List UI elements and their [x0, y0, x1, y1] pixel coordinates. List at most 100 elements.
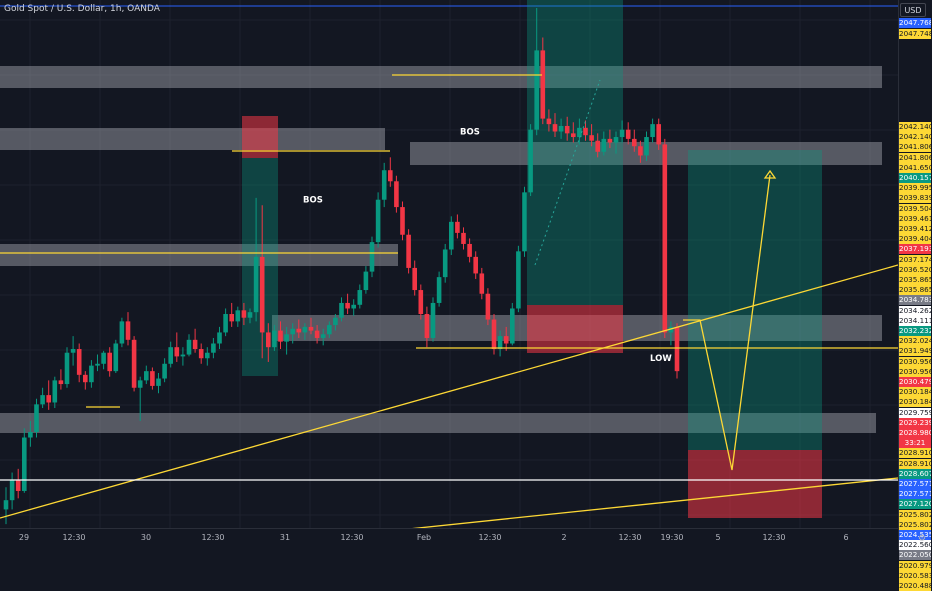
zone-box	[0, 413, 876, 433]
candle-body	[192, 339, 198, 350]
candle-body	[217, 332, 222, 344]
candle-body	[272, 330, 277, 348]
price-tag: 2029.239	[899, 417, 931, 428]
candle-body	[473, 256, 478, 274]
candle-body	[388, 170, 393, 182]
candle-body	[418, 290, 424, 315]
price-tag: 2027.571	[899, 489, 931, 500]
candle-body	[491, 319, 497, 350]
price-tag: 2028.980	[899, 428, 931, 439]
projection-path	[683, 174, 771, 471]
time-tick: 12:30	[762, 533, 786, 542]
time-tick: 6	[843, 533, 849, 542]
candle-body	[180, 354, 186, 357]
candle-body	[662, 144, 668, 333]
candle-body	[406, 234, 411, 268]
candle-body	[241, 310, 247, 318]
candle-body	[107, 352, 112, 372]
settings-icon[interactable]: ⚙	[918, 534, 927, 544]
trendline	[0, 264, 898, 519]
candle-body	[632, 138, 637, 147]
candle-body	[412, 267, 417, 291]
price-tag: 2028.607	[899, 468, 931, 479]
candle-body	[89, 365, 94, 383]
time-tick: 2	[561, 533, 567, 542]
candle-body	[296, 328, 302, 333]
time-tick: 12:30	[618, 533, 642, 542]
candle-body	[656, 124, 661, 145]
candle-body	[357, 290, 363, 305]
candle-body	[327, 325, 332, 335]
price-tag: 2030.956	[899, 366, 931, 377]
candle-body	[15, 479, 21, 491]
price-tag: 2042.140	[899, 122, 931, 133]
price-tag: 2027.120	[899, 499, 931, 510]
currency-label[interactable]: USD	[900, 3, 926, 17]
candle-body	[308, 326, 314, 331]
candle-body	[83, 374, 88, 383]
candle-body	[339, 302, 344, 318]
arrow-head	[763, 169, 777, 179]
candle-body	[223, 314, 228, 333]
annotation-label: BOS	[303, 196, 323, 206]
candle-body	[485, 293, 491, 320]
candle-body	[247, 312, 253, 318]
candle-body	[522, 192, 527, 252]
time-tick: 19:30	[660, 533, 684, 542]
candle-body	[510, 308, 515, 344]
price-tag: 2020.979	[899, 560, 931, 571]
candle-body	[479, 273, 485, 294]
zone-box	[688, 150, 822, 450]
price-tag: 2041.806	[899, 142, 931, 153]
candle-body	[28, 431, 33, 438]
price-tag: 2034.262	[899, 305, 931, 316]
price-tag: 2035.865	[899, 275, 931, 286]
price-chart[interactable]: BOS BOS LOW	[0, 0, 898, 528]
price-tag: 2027.571	[899, 479, 931, 490]
candle-body	[40, 395, 45, 405]
candle-body	[198, 349, 204, 359]
candle-body	[400, 207, 405, 235]
candle-body	[436, 277, 442, 303]
price-tag: 2047.768	[899, 18, 931, 29]
time-tick: 12:30	[62, 533, 86, 542]
candle-body	[558, 125, 564, 132]
candle-body	[34, 404, 39, 432]
price-tag: 33:21	[899, 438, 931, 449]
price-tag: 2030.184	[899, 387, 931, 398]
price-tag: 2039.839	[899, 193, 931, 204]
candle-body	[162, 363, 167, 379]
candle-body	[58, 380, 64, 385]
time-axis[interactable]	[0, 528, 898, 551]
price-tag: 2032.232	[899, 326, 931, 337]
candle-body	[442, 249, 448, 278]
candle-body	[9, 479, 15, 501]
candle-body	[211, 343, 216, 353]
candle-body	[583, 127, 588, 136]
price-tag: 2030.479	[899, 377, 931, 388]
candle-body	[668, 326, 674, 333]
candle-body	[516, 251, 521, 309]
zone-box	[242, 116, 278, 158]
candle-body	[430, 302, 436, 338]
time-tick: 30	[140, 533, 152, 542]
annotation-label: LOW	[650, 354, 672, 364]
price-tag: 2034.111	[899, 315, 931, 326]
candle-body	[546, 118, 552, 125]
candle-body	[351, 304, 356, 309]
candle-body	[674, 326, 680, 372]
price-tag: 2039.404	[899, 234, 931, 245]
price-tag: 2022.050	[899, 550, 931, 561]
candle-body	[333, 317, 338, 326]
price-tag: 2035.865	[899, 285, 931, 296]
candle-body	[424, 314, 430, 338]
candle-body	[638, 146, 643, 156]
price-tag: 2039.461	[899, 213, 931, 224]
candle-body	[95, 363, 100, 366]
price-tag: 2039.412	[899, 224, 931, 235]
price-tag: 2031.949	[899, 346, 931, 357]
candle-body	[394, 181, 399, 208]
chart-canvas[interactable]: BOS BOS LOW Gold Spot / U.S. Dollar, 1h, O…	[0, 0, 898, 528]
candle-body	[156, 378, 161, 386]
price-tag: 2039.995	[899, 183, 931, 194]
